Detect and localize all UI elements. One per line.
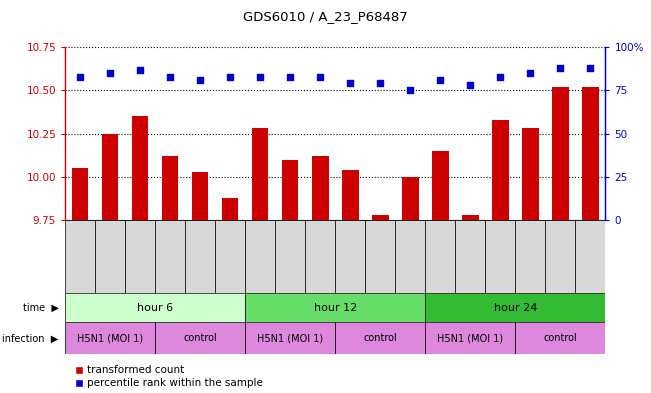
Point [225, 73, 236, 80]
FancyBboxPatch shape [95, 220, 125, 293]
Point [375, 80, 385, 86]
Point [165, 73, 175, 80]
FancyBboxPatch shape [245, 322, 335, 354]
Bar [192, 172, 208, 220]
FancyBboxPatch shape [65, 322, 155, 354]
Bar [312, 156, 329, 220]
FancyBboxPatch shape [575, 220, 605, 293]
Text: hour 12: hour 12 [314, 303, 357, 312]
Text: H5N1 (MOI 1): H5N1 (MOI 1) [77, 333, 143, 343]
Point [585, 65, 596, 71]
FancyBboxPatch shape [516, 322, 605, 354]
Text: infection  ▶: infection ▶ [3, 333, 59, 343]
FancyBboxPatch shape [125, 220, 155, 293]
Bar [492, 120, 508, 220]
Bar [132, 116, 148, 220]
FancyBboxPatch shape [546, 220, 575, 293]
FancyBboxPatch shape [365, 220, 395, 293]
Bar [402, 177, 419, 220]
FancyBboxPatch shape [245, 293, 425, 322]
Bar [222, 198, 238, 220]
Bar [432, 151, 449, 220]
Bar [162, 156, 178, 220]
Bar [102, 134, 118, 220]
Text: control: control [544, 333, 577, 343]
FancyBboxPatch shape [65, 293, 245, 322]
FancyBboxPatch shape [155, 220, 185, 293]
Bar [582, 87, 599, 220]
Point [465, 82, 475, 88]
Text: hour 6: hour 6 [137, 303, 173, 312]
Point [435, 77, 445, 83]
FancyBboxPatch shape [305, 220, 335, 293]
Point [135, 66, 145, 73]
Bar [282, 160, 299, 220]
Point [345, 80, 355, 86]
Text: time  ▶: time ▶ [23, 303, 59, 312]
FancyBboxPatch shape [425, 220, 455, 293]
FancyBboxPatch shape [335, 220, 365, 293]
Bar [552, 87, 569, 220]
Point [315, 73, 326, 80]
Text: hour 24: hour 24 [493, 303, 537, 312]
Text: H5N1 (MOI 1): H5N1 (MOI 1) [257, 333, 324, 343]
Bar [72, 168, 89, 220]
Bar [372, 215, 389, 220]
Point [495, 73, 506, 80]
Point [555, 65, 566, 71]
Text: GDS6010 / A_23_P68487: GDS6010 / A_23_P68487 [243, 10, 408, 23]
Text: control: control [363, 333, 397, 343]
FancyBboxPatch shape [65, 220, 95, 293]
Point [525, 70, 536, 76]
Bar [342, 170, 359, 220]
FancyBboxPatch shape [425, 322, 516, 354]
FancyBboxPatch shape [516, 220, 546, 293]
FancyBboxPatch shape [275, 220, 305, 293]
FancyBboxPatch shape [395, 220, 425, 293]
FancyBboxPatch shape [245, 220, 275, 293]
FancyBboxPatch shape [455, 220, 486, 293]
Point [195, 77, 206, 83]
FancyBboxPatch shape [155, 322, 245, 354]
Text: control: control [184, 333, 217, 343]
Point [255, 73, 266, 80]
FancyBboxPatch shape [215, 220, 245, 293]
Bar [252, 129, 268, 220]
FancyBboxPatch shape [335, 322, 425, 354]
Bar [522, 129, 538, 220]
FancyBboxPatch shape [185, 220, 215, 293]
FancyBboxPatch shape [425, 293, 605, 322]
Legend: transformed count, percentile rank within the sample: transformed count, percentile rank withi… [70, 361, 267, 393]
Point [105, 70, 115, 76]
Point [405, 87, 415, 94]
Point [75, 73, 85, 80]
Bar [462, 215, 478, 220]
Text: H5N1 (MOI 1): H5N1 (MOI 1) [437, 333, 503, 343]
FancyBboxPatch shape [486, 220, 516, 293]
Point [285, 73, 296, 80]
